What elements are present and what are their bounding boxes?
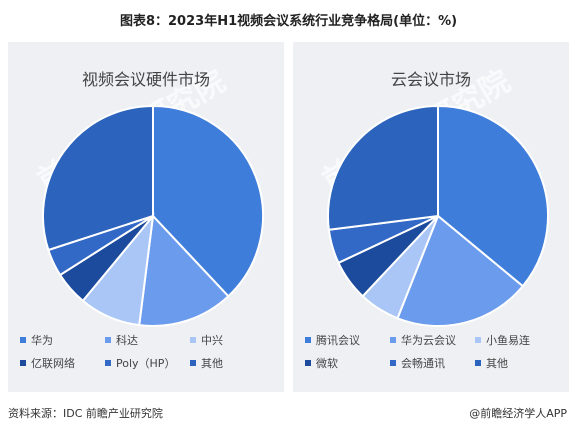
legend-cloud: 腾讯会议 华为云会议 小鱼易连微软 会畅通讯 其他 bbox=[305, 332, 567, 371]
legend-swatch bbox=[475, 360, 481, 366]
legend-label: 小鱼易连 bbox=[486, 334, 530, 347]
legend-label: 亿联网络 bbox=[31, 357, 75, 370]
legend-item: 其他 bbox=[475, 355, 560, 371]
figure-title: 图表8：2023年H1视频会议系统行业竞争格局(单位：%) bbox=[119, 14, 458, 29]
brand-credit: @前瞻经济学人APP bbox=[469, 407, 567, 420]
legend-item: 会畅通讯 bbox=[390, 355, 475, 371]
source-note: 资料来源：IDC 前瞻产业研究院 bbox=[8, 407, 163, 420]
pie-slice-0 bbox=[152, 104, 264, 298]
legend-hardware: 华为 科达 中兴亿联网络 Poly（HP） 其他 bbox=[20, 332, 282, 371]
legend-label: 华为云会议 bbox=[401, 334, 456, 347]
legend-label: 中兴 bbox=[201, 334, 223, 347]
legend-swatch bbox=[305, 337, 311, 343]
legend-item: 中兴 bbox=[190, 332, 275, 348]
legend-item: 腾讯会议 bbox=[305, 332, 390, 348]
legend-swatch bbox=[20, 360, 26, 366]
legend-label: 华为 bbox=[31, 334, 53, 347]
legend-item: 其他 bbox=[190, 355, 275, 371]
pie-slice-1 bbox=[138, 213, 230, 327]
pie-slice-5 bbox=[41, 104, 154, 252]
legend-swatch bbox=[305, 360, 311, 366]
legend-item: 科达 bbox=[105, 332, 190, 348]
legend-label: 其他 bbox=[201, 357, 223, 370]
legend-label: 会畅通讯 bbox=[401, 357, 445, 370]
legend-swatch bbox=[190, 360, 196, 366]
legend-item: 亿联网络 bbox=[20, 355, 105, 371]
legend-item: 微软 bbox=[305, 355, 390, 371]
legend-swatch bbox=[20, 337, 26, 343]
pie-slice-1 bbox=[396, 214, 525, 327]
pie-slice-0 bbox=[437, 104, 549, 288]
legend-item: Poly（HP） bbox=[105, 355, 190, 371]
legend-item: 华为云会议 bbox=[390, 332, 475, 348]
pie-chart-hardware bbox=[41, 104, 264, 327]
legend-label: 其他 bbox=[486, 357, 508, 370]
legend-swatch bbox=[190, 337, 196, 343]
legend-item: 小鱼易连 bbox=[475, 332, 560, 348]
pie-slice-5 bbox=[327, 104, 439, 231]
legend-label: 腾讯会议 bbox=[316, 334, 360, 347]
legend-item: 华为 bbox=[20, 332, 105, 348]
legend-label: 微软 bbox=[316, 357, 338, 370]
legend-swatch bbox=[105, 337, 111, 343]
chart-title: 视频会议硬件市场 bbox=[81, 70, 210, 89]
legend-swatch bbox=[390, 360, 396, 366]
legend-swatch bbox=[390, 337, 396, 343]
legend-swatch bbox=[475, 337, 481, 343]
pie-chart-cloud bbox=[327, 104, 549, 327]
legend-label: 科达 bbox=[116, 334, 138, 347]
chart-title: 云会议市场 bbox=[390, 70, 471, 89]
legend-swatch bbox=[105, 360, 111, 366]
legend-label: Poly（HP） bbox=[116, 357, 176, 370]
